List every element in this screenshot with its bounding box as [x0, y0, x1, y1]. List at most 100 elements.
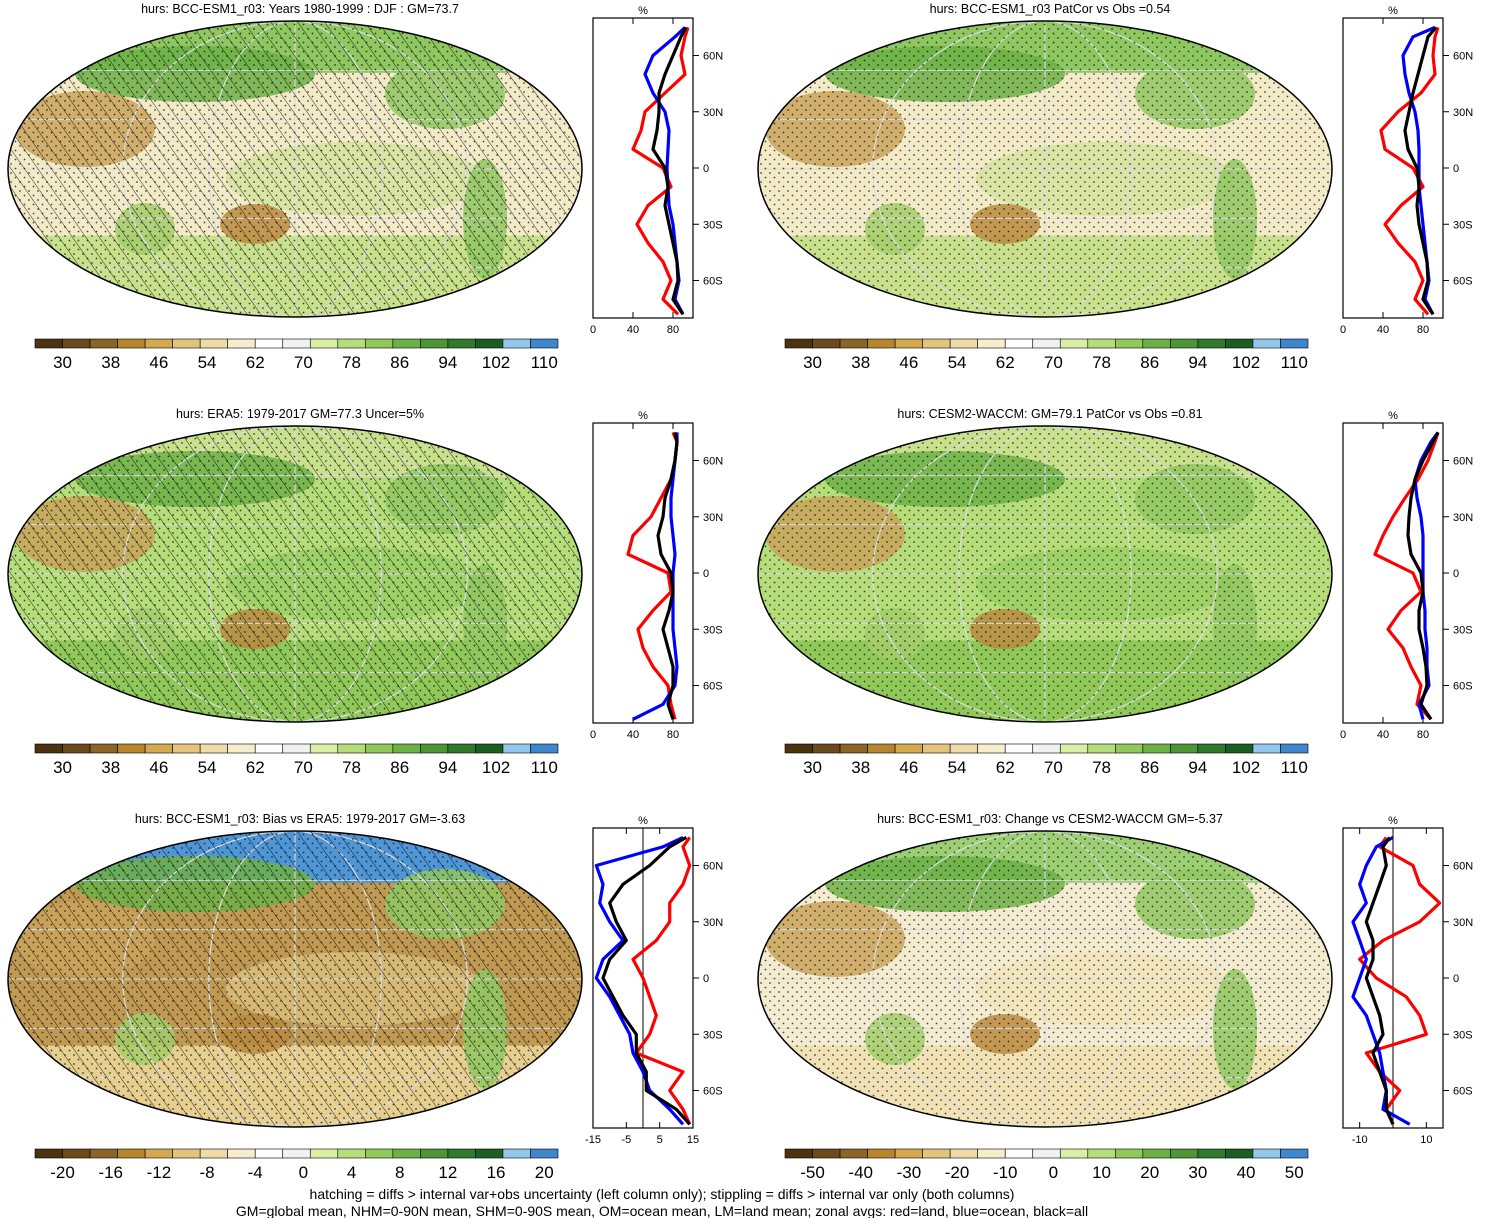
profile-ytick: 60N: [1453, 456, 1473, 468]
colorbar-box: [1280, 1148, 1309, 1159]
profile-ytick: 30N: [1453, 107, 1473, 119]
profile-ytick: 0: [703, 568, 709, 580]
colorbar-label: 30: [803, 353, 822, 372]
colorbar-label: 78: [1092, 353, 1111, 372]
colorbar-box: [254, 743, 284, 754]
colorbar-label: 12: [438, 1163, 457, 1182]
colorbar-label: 94: [438, 353, 457, 372]
colorbar-box: [62, 338, 91, 349]
colorbar-box: [839, 338, 868, 349]
profile-series-all: [651, 26, 688, 316]
colorbar-box: [1280, 743, 1309, 754]
colorbar-box: [309, 743, 339, 754]
profile-ytick: 0: [703, 163, 709, 175]
colorbar-box: [977, 338, 1006, 349]
colorbar-label: 54: [948, 758, 967, 777]
profile-title: %: [1388, 815, 1398, 827]
colorbar-box: [784, 338, 813, 349]
colorbar-box: [34, 1148, 63, 1159]
colorbar-label: 110: [531, 353, 558, 372]
colorbar-label: 0: [299, 1163, 308, 1182]
colorbar-label: -40: [848, 1163, 873, 1182]
colorbar-box: [1115, 743, 1144, 754]
colorbar-box: [894, 338, 923, 349]
colorbar-label: 54: [198, 353, 217, 372]
colorbar-box: [365, 1148, 394, 1159]
colorbar-label: -12: [147, 1163, 172, 1182]
panel-title: hurs: BCC-ESM1_r03: Years 1980-1999 : DJ…: [141, 2, 459, 16]
colorbar: -20 -16 -12 -8 -4 0 4 8 12 16 20: [34, 1148, 559, 1182]
profile-ytick: 30N: [703, 917, 723, 929]
colorbar-box: [475, 338, 504, 349]
colorbar-box: [1252, 1148, 1281, 1159]
profile-xtick: 80: [667, 729, 679, 741]
panel-title: hurs: CESM2-WACCM: GM=79.1 PatCor vs Obs…: [897, 407, 1202, 421]
profile-xtick: 40: [627, 324, 639, 336]
colorbar-box: [530, 1148, 559, 1159]
colorbar-box: [812, 1148, 841, 1159]
colorbar: 30 38 46 54 62 70 78 86 94 102 110: [34, 743, 559, 777]
zonal-profile: % 0 40 80 60N 30N 0 30S 60S: [1340, 410, 1473, 741]
colorbar-box: [172, 338, 201, 349]
profile-ytick: 30S: [703, 1029, 723, 1041]
profile-ytick: 60S: [703, 681, 723, 693]
panel-1: hurs: BCC-ESM1_r03: Years 1980-1999 : DJ…: [7, 2, 723, 372]
colorbar-label: -4: [248, 1163, 263, 1182]
colorbar-box: [447, 743, 476, 754]
colorbar-box: [1252, 338, 1281, 349]
colorbar-label: 70: [1044, 758, 1063, 777]
panel-title: hurs: BCC-ESM1_r03: Change vs CESM2-WACC…: [877, 812, 1223, 826]
footer-note-2: GM=global mean, NHM=0-90N mean, SHM=0-90…: [236, 1203, 1088, 1218]
profile-title: %: [1388, 5, 1398, 17]
colorbar-box: [309, 1148, 339, 1159]
colorbar-label: -8: [199, 1163, 214, 1182]
colorbar-box: [199, 1148, 228, 1159]
colorbar-box: [337, 1148, 366, 1159]
colorbar-box: [1197, 743, 1226, 754]
colorbar-box: [117, 338, 146, 349]
colorbar-label: 86: [1140, 353, 1159, 372]
profile-xtick: 15: [687, 1134, 699, 1146]
profile-xtick: 40: [1377, 324, 1389, 336]
profile-ytick: 30N: [703, 512, 723, 524]
colorbar-box: [144, 338, 173, 349]
colorbar-label: 86: [390, 353, 409, 372]
map-field: [758, 426, 1332, 722]
profile-title: %: [1388, 410, 1398, 422]
colorbar: 30 38 46 54 62 70 78 86 94 102 110: [34, 338, 559, 372]
colorbar-box: [1142, 338, 1171, 349]
colorbar-box: [62, 743, 91, 754]
colorbar-label: 70: [294, 353, 313, 372]
map-field: [758, 21, 1332, 317]
colorbar-box: [1115, 1148, 1144, 1159]
colorbar-label: 70: [294, 758, 313, 777]
colorbar-label: 102: [1232, 758, 1260, 777]
colorbar-box: [1032, 743, 1061, 754]
colorbar-label: 20: [535, 1163, 554, 1182]
colorbar-box: [282, 338, 311, 349]
profile-ytick: 30N: [703, 107, 723, 119]
profile-series-all: [1364, 836, 1395, 1125]
colorbar-box: [34, 743, 63, 754]
profile-ytick: 60N: [703, 51, 723, 63]
profile-title: %: [638, 815, 648, 827]
colorbar-box: [894, 1148, 923, 1159]
profile-series-all: [1403, 26, 1438, 316]
map-outline: [7, 20, 583, 318]
profile-series-all: [656, 432, 679, 720]
profile-xtick: 80: [1417, 324, 1429, 336]
colorbar-box: [1142, 1148, 1171, 1159]
colorbar-box: [502, 743, 531, 754]
colorbar-label: 46: [899, 758, 918, 777]
colorbar-box: [117, 1148, 146, 1159]
panel-title: hurs: ERA5: 1979-2017 GM=77.3 Uncer=5%: [176, 407, 424, 421]
colorbar-label: -20: [50, 1163, 75, 1182]
profile-ytick: 60S: [1453, 276, 1473, 288]
colorbar-box: [1059, 338, 1089, 349]
colorbar-box: [392, 338, 421, 349]
profile-series-land: [631, 836, 692, 1125]
colorbar-label: 38: [101, 353, 120, 372]
profile-title: %: [638, 410, 648, 422]
colorbar-label: 94: [1188, 353, 1207, 372]
